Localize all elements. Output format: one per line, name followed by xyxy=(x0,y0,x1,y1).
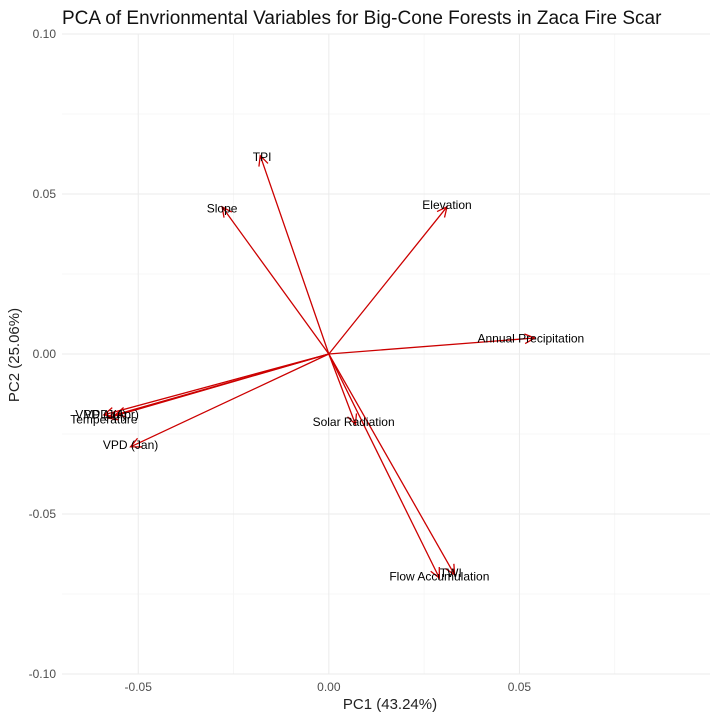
y-axis-ticks: -0.10 -0.05 0.00 0.05 0.10 xyxy=(29,27,57,681)
loading-vectors xyxy=(102,154,537,580)
x-tick-label: -0.05 xyxy=(125,680,153,694)
x-axis-title: PC1 (43.24%) xyxy=(343,696,437,713)
x-tick-label: 0.00 xyxy=(317,680,341,694)
variable-labels: TPI Slope Elevation Annual Precipitation Sol… xyxy=(70,150,584,583)
vector-arrow xyxy=(328,353,441,580)
y-tick-label: -0.10 xyxy=(29,667,57,681)
y-tick-label: -0.05 xyxy=(29,507,57,521)
y-tick-label: 0.10 xyxy=(33,27,57,41)
variable-label: VPD (Jan) xyxy=(103,438,158,452)
variable-label: TWI xyxy=(440,566,462,580)
vector-arrow xyxy=(129,353,330,448)
vector-arrow xyxy=(328,333,537,355)
chart-title: PCA of Envrionmental Variables for Big-C… xyxy=(62,8,662,29)
variable-label: Temperature xyxy=(70,413,138,427)
variable-label: TPI xyxy=(253,150,272,164)
variable-label: Annual Precipitation xyxy=(477,332,584,346)
variable-label: VPD (Jul) xyxy=(75,407,126,421)
vector-arrow xyxy=(113,353,330,418)
variable-label: Solar Radiation xyxy=(313,415,395,429)
x-tick-label: 0.05 xyxy=(508,680,532,694)
variable-label: Elevation xyxy=(422,198,471,212)
variable-label: Slope xyxy=(207,201,238,215)
vector-arrow xyxy=(328,353,358,426)
y-axis-title: PC2 (25.06%) xyxy=(6,308,23,402)
x-axis-ticks: -0.05 0.00 0.05 xyxy=(125,680,532,694)
vector-arrow xyxy=(258,154,330,355)
vector-arrow xyxy=(328,353,456,577)
vector-arrow xyxy=(328,205,448,355)
grid-lines xyxy=(62,33,710,675)
y-tick-label: 0.00 xyxy=(33,347,57,361)
variable-label: Flow Accumulation xyxy=(389,569,489,583)
variable-label: VPD (Apr) xyxy=(84,407,139,421)
vector-arrow xyxy=(221,205,330,355)
y-tick-label: 0.05 xyxy=(33,187,57,201)
